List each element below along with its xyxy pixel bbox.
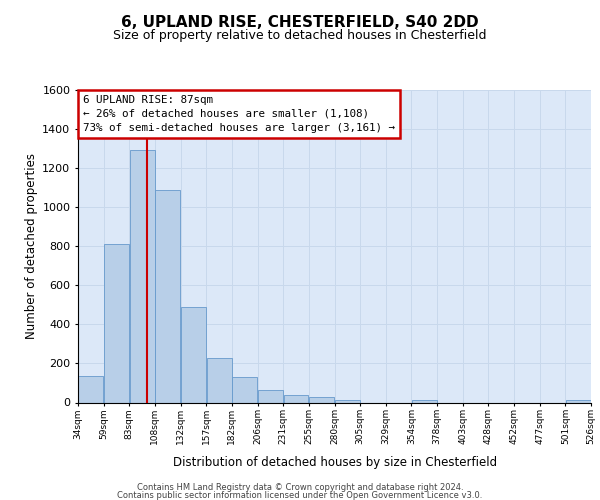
- Text: Distribution of detached houses by size in Chesterfield: Distribution of detached houses by size …: [173, 456, 497, 469]
- Bar: [309, 397, 334, 402]
- Text: Contains HM Land Registry data © Crown copyright and database right 2024.: Contains HM Land Registry data © Crown c…: [137, 484, 463, 492]
- Bar: [104, 244, 129, 402]
- Bar: [181, 307, 206, 402]
- Bar: [258, 390, 283, 402]
- Text: Size of property relative to detached houses in Chesterfield: Size of property relative to detached ho…: [113, 28, 487, 42]
- Bar: [284, 394, 308, 402]
- Bar: [412, 400, 437, 402]
- Bar: [79, 376, 103, 402]
- Bar: [206, 358, 232, 403]
- Bar: [232, 377, 257, 402]
- Text: 6, UPLAND RISE, CHESTERFIELD, S40 2DD: 6, UPLAND RISE, CHESTERFIELD, S40 2DD: [121, 15, 479, 30]
- Bar: [566, 400, 590, 402]
- Bar: [335, 400, 360, 402]
- Text: Contains public sector information licensed under the Open Government Licence v3: Contains public sector information licen…: [118, 492, 482, 500]
- Text: 6 UPLAND RISE: 87sqm
← 26% of detached houses are smaller (1,108)
73% of semi-de: 6 UPLAND RISE: 87sqm ← 26% of detached h…: [83, 94, 395, 132]
- Bar: [130, 150, 155, 402]
- Bar: [155, 190, 180, 402]
- Y-axis label: Number of detached properties: Number of detached properties: [25, 153, 38, 339]
